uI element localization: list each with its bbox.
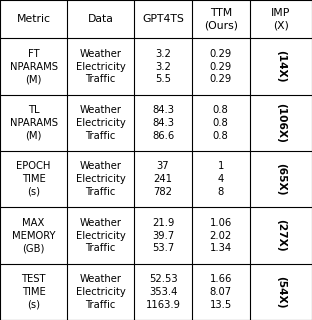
Text: Weather
Electricity
Traffic: Weather Electricity Traffic	[76, 161, 125, 197]
Text: TL
NPARAMS
(M): TL NPARAMS (M)	[10, 105, 57, 141]
Text: 0.8
0.8
0.8: 0.8 0.8 0.8	[213, 105, 229, 141]
Text: FT
NPARAMS
(M): FT NPARAMS (M)	[10, 49, 57, 84]
Text: Weather
Electricity
Traffic: Weather Electricity Traffic	[76, 274, 125, 310]
Text: GPT4TS: GPT4TS	[142, 14, 184, 24]
Text: TEST
TIME
(s): TEST TIME (s)	[21, 274, 46, 310]
Text: 52.53
353.4
1163.9: 52.53 353.4 1163.9	[145, 274, 181, 310]
Text: IMP
(X): IMP (X)	[271, 8, 290, 30]
Text: Metric: Metric	[17, 14, 51, 24]
Text: (54X): (54X)	[276, 276, 286, 308]
Text: (106X): (106X)	[276, 103, 286, 143]
Text: 37
241
782: 37 241 782	[154, 161, 173, 197]
Text: Weather
Electricity
Traffic: Weather Electricity Traffic	[76, 49, 125, 84]
Text: TTM
(Ours): TTM (Ours)	[204, 8, 238, 30]
Text: EPOCH
TIME
(s): EPOCH TIME (s)	[16, 161, 51, 197]
Text: 1
4
8: 1 4 8	[217, 161, 224, 197]
Text: (27X): (27X)	[276, 219, 286, 252]
Text: Weather
Electricity
Traffic: Weather Electricity Traffic	[76, 105, 125, 141]
Text: Weather
Electricity
Traffic: Weather Electricity Traffic	[76, 218, 125, 253]
Text: 21.9
39.7
53.7: 21.9 39.7 53.7	[152, 218, 174, 253]
Text: 84.3
84.3
86.6: 84.3 84.3 86.6	[152, 105, 174, 141]
Text: (14X): (14X)	[276, 50, 286, 83]
Text: 0.29
0.29
0.29: 0.29 0.29 0.29	[210, 49, 232, 84]
Text: MAX
MEMORY
(GB): MAX MEMORY (GB)	[12, 218, 55, 253]
Text: (65X): (65X)	[276, 163, 286, 196]
Text: Data: Data	[88, 14, 114, 24]
Text: 1.66
8.07
13.5: 1.66 8.07 13.5	[210, 274, 232, 310]
Text: 1.06
2.02
1.34: 1.06 2.02 1.34	[210, 218, 232, 253]
Text: 3.2
3.2
5.5: 3.2 3.2 5.5	[155, 49, 171, 84]
